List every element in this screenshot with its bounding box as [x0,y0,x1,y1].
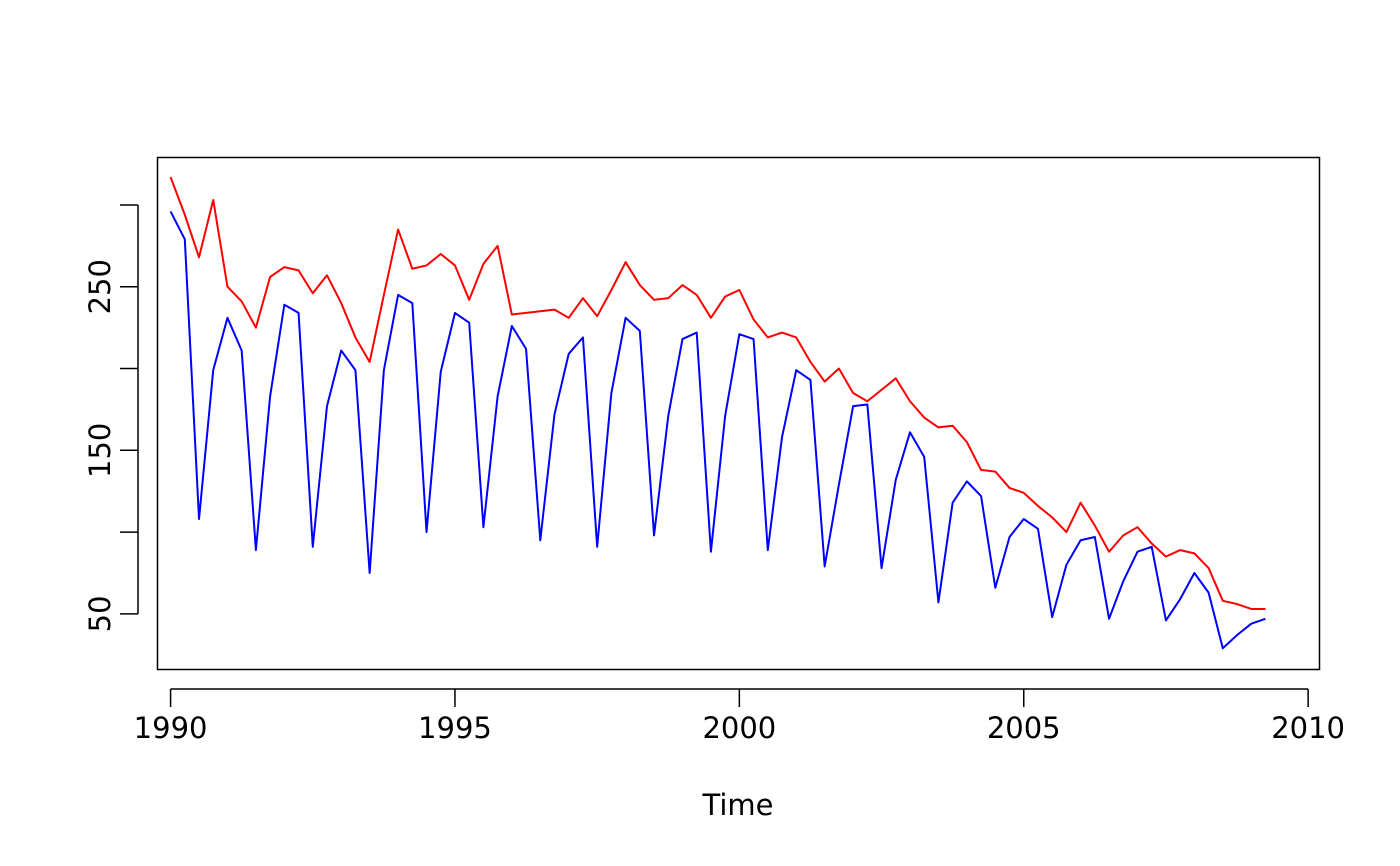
series-line-2 [169,211,1266,650]
series-line-1 [169,176,1266,610]
y-axis: 50 150 250 [83,204,139,632]
series-layer [169,176,1266,650]
x-tick-label: 1990 [134,711,208,745]
x-tick-label: 2010 [1271,711,1345,745]
x-tick-label: 2005 [987,711,1061,745]
y-tick-label: 250 [83,259,117,314]
x-tick-label: 2000 [702,711,776,745]
y-tick-label: 150 [83,423,117,478]
plot-frame [156,156,1321,671]
x-tick-label: 1995 [418,711,492,745]
x-axis: 1990 1995 2000 2005 2010 [134,688,1345,745]
y-tick-label: 50 [83,595,117,632]
x-axis-title: Time [702,788,774,822]
